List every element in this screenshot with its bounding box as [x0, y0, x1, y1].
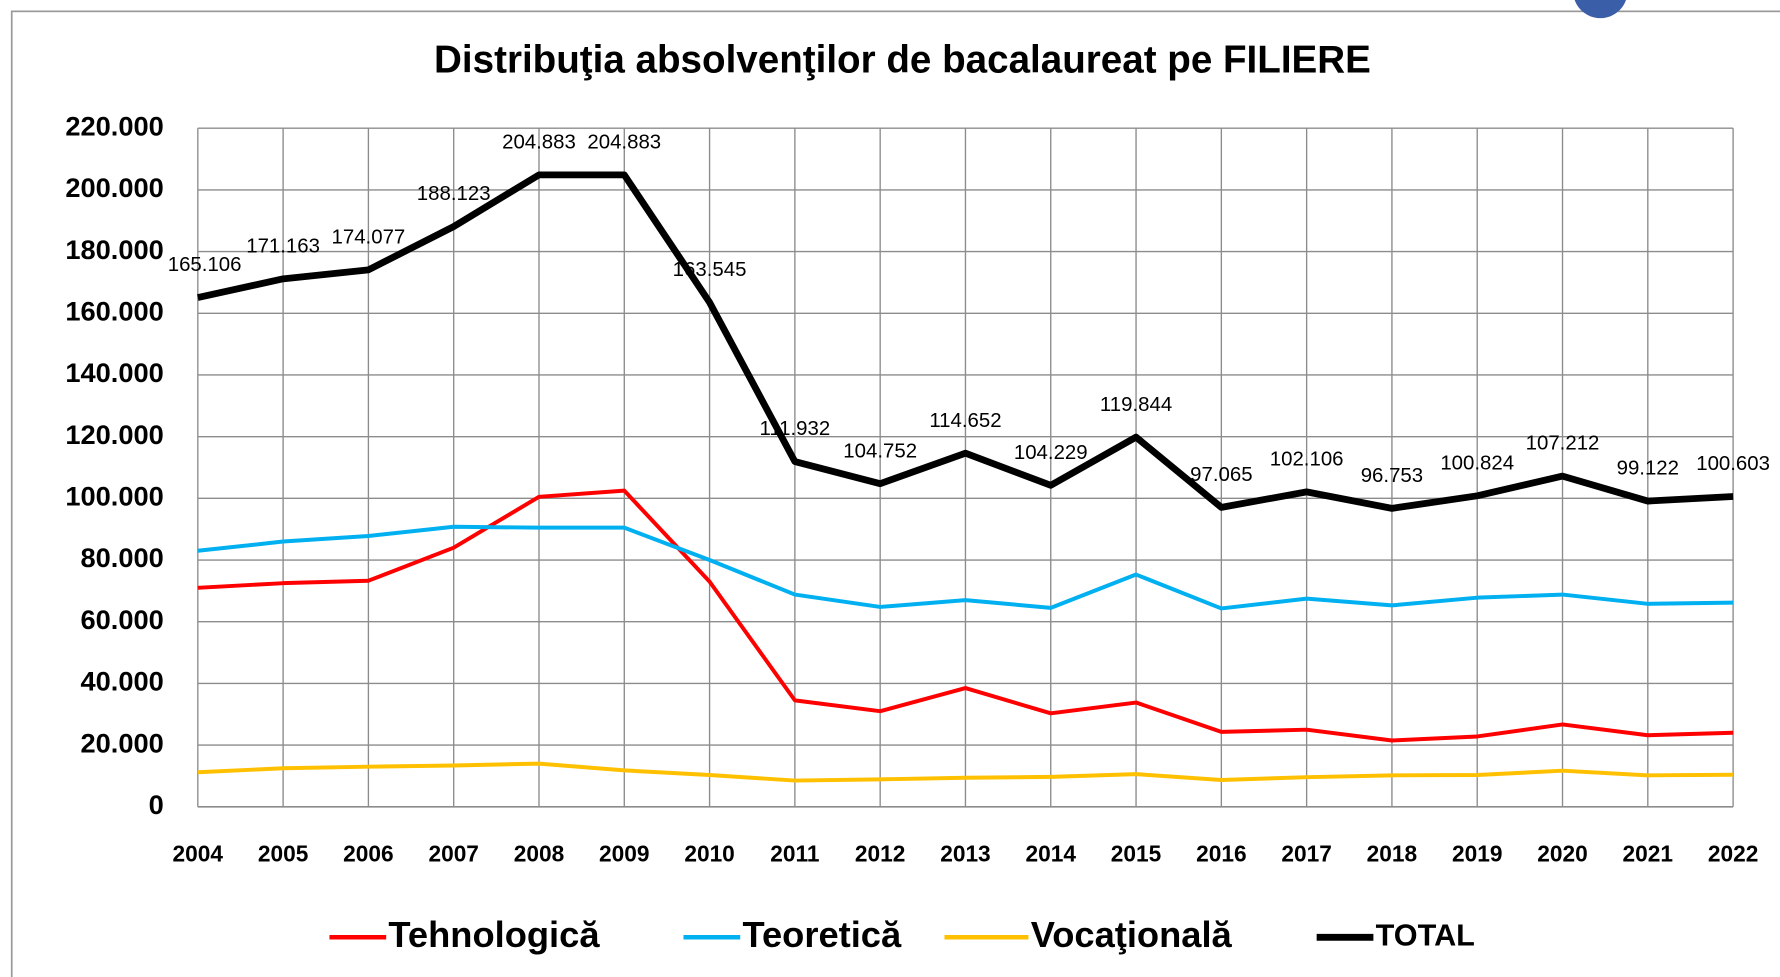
x-tick-label: 2004: [173, 841, 224, 867]
y-tick-label: 220.000: [65, 110, 163, 141]
data-label: 104.752: [843, 440, 917, 462]
x-tick-label: 2015: [1111, 841, 1161, 867]
data-label: 102.106: [1270, 448, 1344, 470]
x-tick-label: 2019: [1452, 841, 1502, 867]
legend-label: Vocaţională: [1031, 914, 1233, 955]
y-tick-label: 100.000: [65, 481, 163, 512]
chart-title: Distribuţia absolvenţilor de bacalaureat…: [434, 39, 1371, 82]
line-3: [197, 171, 1734, 512]
data-label: 119.844: [1100, 394, 1172, 416]
legend-label: TOTAL: [1376, 918, 1475, 952]
data-label: 163.545: [673, 259, 747, 281]
x-tick-label: 2013: [940, 841, 990, 867]
data-label: 165.106: [168, 254, 242, 276]
x-tick-label: 2007: [428, 841, 478, 867]
x-tick-label: 2021: [1623, 841, 1673, 867]
data-label: 188.123: [417, 183, 491, 205]
data-label: 104.229: [1014, 442, 1088, 464]
y-tick-label: 80.000: [81, 542, 164, 573]
data-label: 111.932: [760, 418, 831, 440]
y-tick-label: 0: [149, 789, 164, 820]
y-tick-label: 200.000: [65, 172, 163, 203]
line-1: [197, 524, 1734, 611]
y-tick-label: 140.000: [65, 357, 163, 388]
x-tick-label: 2010: [684, 841, 734, 867]
y-tick-label: 120.000: [65, 419, 163, 450]
x-tick-label: 2016: [1196, 841, 1246, 867]
data-label: 171.163: [246, 235, 320, 257]
data-label: 96.753: [1361, 465, 1423, 487]
data-label: 100.824: [1440, 452, 1514, 474]
x-tick-label: 2009: [599, 841, 649, 867]
x-tick-label: 2011: [770, 841, 819, 867]
legend-label: Tehnologică: [388, 914, 600, 955]
data-label: 107.212: [1526, 433, 1600, 455]
x-tick-label: 2006: [343, 841, 393, 867]
y-tick-label: 40.000: [81, 666, 164, 697]
x-tick-label: 2017: [1281, 841, 1331, 867]
x-tick-label: 2012: [855, 841, 905, 867]
y-tick-label: 60.000: [81, 604, 164, 635]
legend-label: Teoretică: [742, 914, 902, 955]
y-tick-label: 180.000: [65, 234, 163, 265]
line-0: [197, 488, 1734, 743]
data-label: 174.077: [332, 226, 406, 248]
data-label: 204.883: [587, 131, 661, 153]
x-tick-label: 2018: [1367, 841, 1417, 867]
y-tick-label: 20.000: [81, 727, 164, 758]
data-label: 114.652: [929, 410, 1001, 432]
data-label: 100.603: [1696, 453, 1770, 475]
data-label: 97.065: [1190, 464, 1252, 486]
x-tick-label: 2020: [1537, 841, 1587, 867]
x-tick-label: 2022: [1708, 841, 1758, 867]
line-2: [197, 761, 1734, 783]
x-tick-label: 2008: [514, 841, 564, 867]
x-tick-label: 2014: [1026, 841, 1077, 867]
data-label: 99.122: [1617, 458, 1679, 480]
frame: [10, 10, 1780, 977]
logo: [1574, 0, 1627, 19]
data-label: 204.883: [502, 131, 576, 153]
x-tick-label: 2005: [258, 841, 308, 867]
y-tick-label: 160.000: [65, 295, 163, 326]
